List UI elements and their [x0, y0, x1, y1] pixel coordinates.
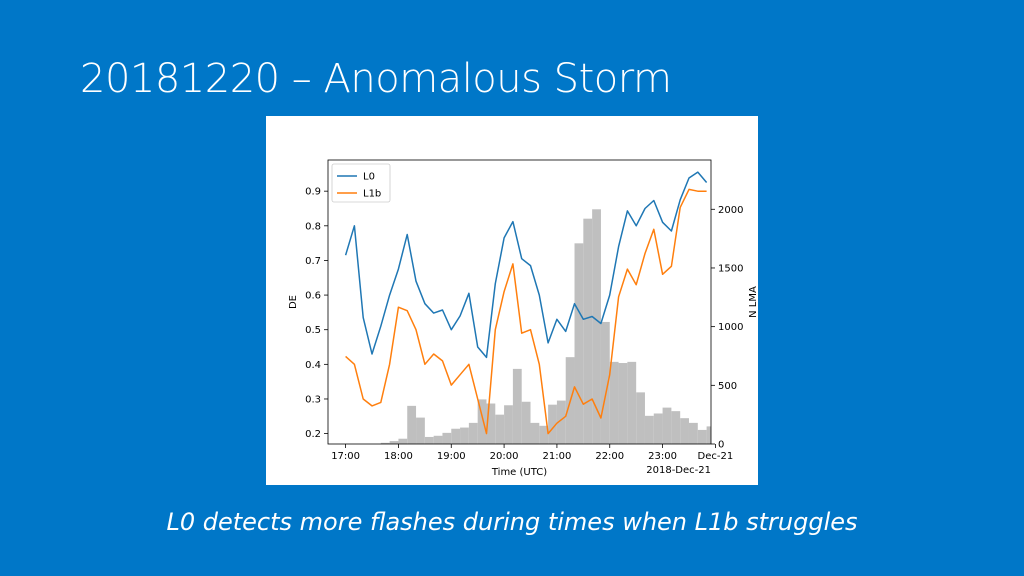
legend-label-l1b: L1b: [363, 189, 381, 200]
x-tick-label: 20:00: [490, 451, 519, 462]
histogram-bar: [600, 321, 610, 444]
y2-tick-label: 2000: [718, 205, 743, 216]
chart: 0.2 0.3 0.4 0.5 0.6 0.7 0.8 0.9 0 500 1000 1500 2000…: [288, 159, 758, 478]
series-lines: [344, 171, 708, 435]
histogram-bar: [477, 399, 487, 444]
y2-tick-label: 1000: [718, 322, 743, 333]
histogram-bar: [609, 361, 619, 444]
histogram-bar: [592, 209, 601, 444]
histogram-bar: [424, 436, 434, 444]
x-axis-offset-label: 2018-Dec-21: [646, 465, 711, 476]
histogram-bar: [530, 422, 540, 444]
y-tick-label: 0.4: [305, 360, 321, 371]
histogram-bar: [495, 414, 505, 444]
histogram-bar: [574, 243, 584, 444]
histogram-bar: [407, 405, 417, 444]
histogram-bar: [662, 407, 672, 444]
histogram-bar: [653, 413, 663, 444]
series-line-l0: [344, 171, 708, 359]
y-tick-label: 0.5: [305, 325, 321, 336]
y-tick-label: 0.9: [305, 187, 321, 198]
x-tick-label: 23:00: [648, 451, 677, 462]
y-tick-label: 0.8: [305, 221, 321, 232]
histogram-bar: [380, 442, 390, 444]
histogram-bar: [460, 427, 469, 444]
plot-frame: [327, 159, 712, 445]
legend: L0 L1b: [331, 163, 391, 203]
slide-title: 20181220 – Anomalous Storm: [80, 56, 672, 102]
histogram-bar: [644, 415, 654, 444]
series-line-l1b: [345, 188, 707, 435]
y2-axis-label: N LMA: [748, 286, 758, 318]
y2-tick-label: 1500: [718, 263, 743, 274]
histogram-bar: [504, 405, 513, 444]
histogram-bar: [636, 392, 645, 444]
histogram-bar: [688, 422, 698, 444]
legend-box: [331, 163, 391, 203]
histogram-bar: [627, 361, 637, 444]
x-axis-label: Time (UTC): [491, 467, 547, 478]
histogram-bar: [618, 363, 628, 444]
histogram-bar: [680, 418, 689, 444]
chart-panel: 0.2 0.3 0.4 0.5 0.6 0.7 0.8 0.9 0 500 1000 1500 2000…: [266, 116, 758, 485]
legend-label-l0: L0: [363, 172, 375, 183]
histogram-bar: [583, 218, 593, 444]
histogram-bar: [398, 438, 408, 444]
histogram-bar: [548, 404, 557, 444]
histogram-bar: [697, 429, 707, 444]
histogram-bar: [451, 428, 461, 444]
x-tick-label: 22:00: [595, 451, 624, 462]
histogram-bar: [706, 426, 711, 444]
y2-tick-label: 0: [718, 440, 724, 451]
histogram-bar: [389, 441, 399, 444]
histogram-bar: [539, 425, 549, 444]
histogram-bar: [442, 432, 452, 444]
histogram-bar: [416, 417, 425, 444]
y-tick-label: 0.3: [305, 394, 321, 405]
histogram-bar: [433, 435, 443, 444]
x-tick-label: 19:00: [437, 451, 466, 462]
histogram-bar: [468, 422, 478, 444]
histogram-bar: [671, 411, 681, 444]
slide-caption: L0 detects more flashes during times whe…: [166, 508, 858, 536]
histogram-bars: [380, 209, 711, 444]
histogram-bar: [512, 368, 522, 444]
x-tick-label: Dec-21: [698, 451, 734, 462]
x-tick-label: 18:00: [384, 451, 413, 462]
y-tick-label: 0.7: [305, 256, 321, 267]
y-tick-label: 0.6: [305, 291, 321, 302]
histogram-bar: [521, 401, 531, 444]
y-axis-label: DE: [288, 295, 299, 309]
x-tick-label: 17:00: [331, 451, 360, 462]
axes: 0.2 0.3 0.4 0.5 0.6 0.7 0.8 0.9 0 500 1000 1500 2000…: [305, 187, 743, 462]
histogram-bar: [556, 400, 566, 444]
histogram-bar: [486, 403, 496, 444]
y-tick-label: 0.2: [305, 429, 321, 440]
y2-tick-label: 500: [718, 381, 737, 392]
x-tick-label: 21:00: [543, 451, 572, 462]
